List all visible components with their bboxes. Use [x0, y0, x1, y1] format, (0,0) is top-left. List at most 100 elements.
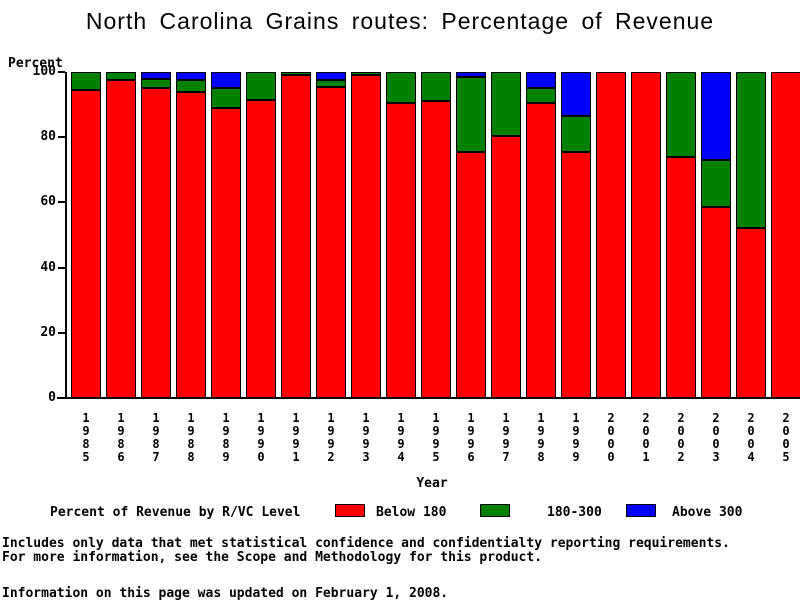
y-tick-label: 60 — [40, 194, 56, 210]
y-tick-mark — [58, 201, 65, 204]
bar-segment — [386, 72, 416, 103]
bar-segment — [771, 72, 800, 398]
bar-segment — [561, 72, 591, 117]
bar-1991 — [281, 72, 311, 398]
bar-1994 — [386, 72, 416, 398]
bar-segment — [351, 75, 381, 398]
bar-segment — [526, 102, 556, 398]
bar-1992 — [316, 72, 346, 398]
bar-segment — [281, 72, 311, 76]
bar-segment — [141, 72, 171, 79]
bar-segment — [526, 88, 556, 103]
bar-segment — [701, 160, 731, 208]
bar-segment — [701, 207, 731, 398]
legend-swatch-below-180 — [335, 504, 365, 517]
legend: Percent of Revenue by R/VC Level Below 1… — [0, 503, 800, 521]
footnote-line-3: Information on this page was updated on … — [2, 586, 449, 600]
bar-2004 — [736, 72, 766, 398]
bar-segment — [386, 102, 416, 398]
y-tick-mark — [58, 136, 65, 139]
bar-segment — [736, 228, 766, 398]
plot-area: 0 20 40 60 80 100 1 9 8 5 1 9 8 6 1 9 8 7 1 9 8 8 1 9 8 9 1 9 9 0 1 9 9 1… — [33, 65, 800, 464]
bar-1993 — [351, 72, 381, 398]
legend-swatch-180-300 — [480, 504, 510, 517]
bar-segment — [631, 72, 661, 398]
bar-segment — [246, 72, 276, 100]
bar-segment — [596, 72, 626, 398]
y-tick-mark — [58, 266, 65, 269]
legend-label-above-300: Above 300 — [672, 505, 743, 520]
bar-1995 — [421, 72, 451, 398]
bar-segment — [421, 101, 451, 398]
bar-segment — [701, 72, 731, 161]
bar-segment — [421, 72, 451, 102]
bar-segment — [666, 72, 696, 157]
bar-2001 — [631, 72, 661, 398]
bar-segment — [351, 72, 381, 76]
bar-segment — [316, 86, 346, 398]
bar-segment — [561, 151, 591, 398]
y-axis-title: Percent — [8, 56, 63, 71]
footnote-line-1: Includes only data that met statistical … — [2, 536, 730, 551]
bar-segment — [176, 80, 206, 92]
bar-2002 — [666, 72, 696, 398]
bar-segment — [211, 88, 241, 108]
bar-1988 — [176, 72, 206, 398]
bar-segment — [211, 72, 241, 89]
y-tick-label: 80 — [40, 129, 56, 145]
bar-segment — [456, 72, 486, 77]
legend-swatch-above-300 — [626, 504, 656, 517]
bar-segment — [71, 72, 101, 90]
bar-1999 — [561, 72, 591, 398]
bar-segment — [526, 72, 556, 89]
bar-segment — [736, 72, 766, 229]
bar-1987 — [141, 72, 171, 398]
bar-1996 — [456, 72, 486, 398]
bar-1997 — [491, 72, 521, 398]
bar-segment — [491, 72, 521, 136]
bar-1998 — [526, 72, 556, 398]
bar-1986 — [106, 72, 136, 398]
y-tick-label: 20 — [40, 324, 56, 340]
chart-title: North Carolina Grains routes: Percentage… — [85, 8, 715, 34]
footnote-line-2: For more information, see the Scope and … — [2, 550, 543, 565]
bar-1985 — [71, 72, 101, 398]
x-axis-title: Year — [416, 476, 448, 491]
bar-segment — [316, 80, 346, 87]
bar-segment — [211, 107, 241, 398]
y-tick-mark — [58, 71, 65, 73]
bar-2000 — [596, 72, 626, 398]
legend-label-below-180: Below 180 — [376, 505, 447, 520]
bar-segment — [281, 75, 311, 398]
bar-segment — [491, 135, 521, 398]
bar-segment — [106, 72, 136, 81]
bar-segment — [141, 88, 171, 398]
bar-2003 — [701, 72, 731, 398]
y-tick-label: 0 — [48, 390, 56, 405]
y-tick-mark — [58, 331, 65, 334]
bar-1990 — [246, 72, 276, 398]
bar-segment — [71, 89, 101, 398]
x-axis-line — [57, 397, 800, 399]
legend-title: Percent of Revenue by R/VC Level — [50, 505, 301, 520]
bar-1989 — [211, 72, 241, 398]
bar-segment — [141, 78, 171, 89]
